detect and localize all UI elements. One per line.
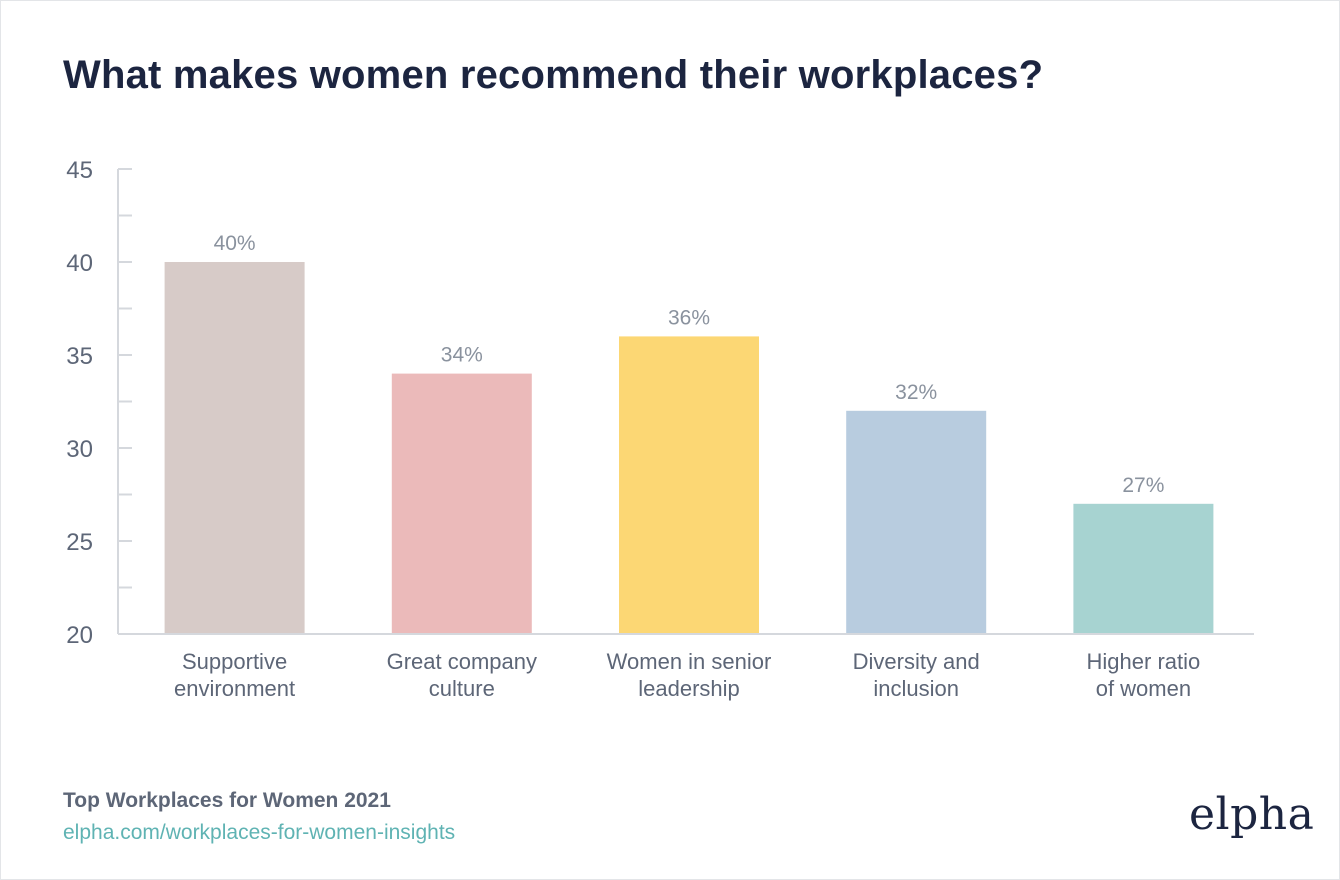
x-category-label: culture	[429, 676, 495, 701]
x-category-label: inclusion	[873, 676, 959, 701]
bar-data-label: 32%	[895, 381, 937, 404]
source-label: Top Workplaces for Women 2021	[63, 789, 391, 812]
chart-title: What makes women recommend their workpla…	[63, 53, 1044, 97]
x-category-label: Supportive	[182, 649, 287, 674]
x-category-label: environment	[174, 676, 295, 701]
bar	[846, 410, 987, 634]
y-tick-label: 45	[66, 157, 93, 184]
y-tick-label: 25	[66, 529, 93, 556]
bar-data-label: 40%	[214, 232, 256, 255]
y-tick-label: 30	[66, 436, 93, 463]
bar-data-label: 27%	[1122, 474, 1164, 497]
bar-data-label: 34%	[441, 344, 483, 367]
y-tick-label: 20	[66, 622, 93, 649]
x-category-label: Great company	[387, 649, 537, 674]
bar	[164, 262, 305, 634]
bar-data-label: 36%	[668, 306, 710, 329]
bar	[1073, 503, 1214, 634]
source-link[interactable]: elpha.com/workplaces-for-women-insights	[63, 821, 456, 844]
y-tick-label: 35	[66, 343, 93, 370]
y-tick-label: 40	[66, 250, 93, 277]
bar	[619, 336, 759, 634]
x-category-label: leadership	[638, 676, 740, 701]
x-category-label: Higher ratio	[1087, 649, 1201, 674]
bar	[391, 373, 532, 634]
x-category-label: Diversity and	[853, 649, 980, 674]
x-category-label: of women	[1096, 676, 1191, 701]
elpha-logo: elpha	[1189, 789, 1315, 840]
x-category-label: Women in senior	[607, 649, 772, 674]
